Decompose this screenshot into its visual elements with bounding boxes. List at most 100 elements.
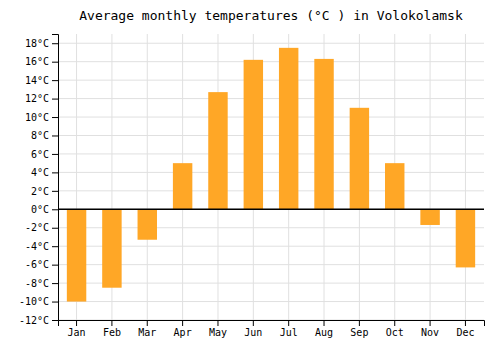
y-tick: 2°C bbox=[31, 186, 58, 197]
y-tick-mark bbox=[52, 117, 58, 118]
y-tick: 16°C bbox=[25, 56, 58, 67]
y-tick-mark bbox=[52, 172, 58, 173]
y-tick-label: -6°C bbox=[25, 259, 49, 270]
x-tick: May bbox=[209, 320, 227, 338]
y-tick-label: 8°C bbox=[31, 130, 49, 141]
y-tick: 8°C bbox=[31, 130, 58, 141]
x-tick-label: Feb bbox=[103, 327, 121, 338]
y-tick: -4°C bbox=[25, 241, 58, 252]
y-tick-label: 14°C bbox=[25, 75, 49, 86]
y-tick-label: 0°C bbox=[31, 204, 49, 215]
y-tick-mark bbox=[52, 80, 58, 81]
grid-line-y bbox=[58, 117, 484, 118]
y-tick-mark bbox=[52, 191, 58, 192]
x-tick-mark bbox=[324, 320, 325, 326]
x-tick-mark bbox=[430, 320, 431, 326]
grid-line-x bbox=[465, 34, 466, 320]
y-axis-line bbox=[52, 35, 59, 321]
x-tick: Jun bbox=[244, 320, 262, 338]
y-tick: 14°C bbox=[25, 75, 58, 86]
y-tick: 18°C bbox=[25, 38, 58, 49]
chart-title: Average monthly temperatures (°C ) in Vo… bbox=[79, 8, 463, 23]
y-tick-label: 2°C bbox=[31, 186, 49, 197]
grid-line-x bbox=[147, 34, 148, 320]
y-tick: -8°C bbox=[25, 278, 58, 289]
x-tick-label: Jul bbox=[280, 327, 298, 338]
y-tick: 6°C bbox=[31, 149, 58, 160]
grid bbox=[58, 34, 484, 320]
grid-line-y bbox=[58, 43, 484, 44]
grid-line-y bbox=[58, 153, 484, 154]
bar bbox=[279, 48, 298, 209]
x-tick-mark bbox=[288, 320, 289, 326]
bar bbox=[102, 209, 121, 287]
grid-line-y bbox=[58, 209, 484, 210]
x-tick: Mar bbox=[138, 320, 156, 338]
bar bbox=[138, 209, 157, 239]
y-tick-label: -10°C bbox=[19, 296, 49, 307]
x-tick: Jan bbox=[68, 320, 86, 338]
x-tick-mark bbox=[359, 320, 360, 326]
y-tick-label: 12°C bbox=[25, 93, 49, 104]
bar bbox=[173, 163, 192, 209]
x-tick-label: Oct bbox=[386, 327, 404, 338]
x-axis-line bbox=[59, 321, 485, 327]
grid-line-y bbox=[58, 98, 484, 99]
x-tick: Aug bbox=[315, 320, 333, 338]
grid-line-y bbox=[58, 301, 484, 302]
grid-line-y bbox=[58, 246, 484, 247]
x-tick-mark bbox=[182, 320, 183, 326]
y-tick: 0°C bbox=[31, 204, 58, 215]
y-tick: 4°C bbox=[31, 167, 58, 178]
x-tick-label: Jun bbox=[244, 327, 262, 338]
x-tick: Sep bbox=[350, 320, 368, 338]
y-tick-mark bbox=[52, 209, 58, 210]
x-tick-mark bbox=[394, 320, 395, 326]
bars bbox=[67, 48, 475, 302]
y-tick-mark bbox=[52, 135, 58, 136]
x-tick: Feb bbox=[103, 320, 121, 338]
y-tick-label: 18°C bbox=[25, 38, 49, 49]
y-tick-mark bbox=[52, 228, 58, 229]
x-tick-label: Apr bbox=[174, 327, 192, 338]
x-tick-label: Mar bbox=[138, 327, 156, 338]
x-axis: Jan Feb Mar Apr May Jun Jul Aug Sep Oct Nov Dec bbox=[59, 320, 485, 338]
bar bbox=[420, 209, 439, 225]
y-tick-label: 4°C bbox=[31, 167, 49, 178]
x-tick-label: Nov bbox=[421, 327, 439, 338]
grid-line-y bbox=[58, 264, 484, 265]
bar bbox=[208, 92, 227, 209]
chart-svg: JanFebMarAprMayJunJulAugSepOctNovDec-12°… bbox=[0, 0, 500, 350]
x-tick: Oct bbox=[386, 320, 404, 338]
x-tick-label: Jan bbox=[68, 327, 86, 338]
grid-line-y bbox=[58, 227, 484, 228]
x-tick-mark bbox=[253, 320, 254, 326]
y-tick: 12°C bbox=[25, 93, 58, 104]
y-tick: 10°C bbox=[25, 112, 58, 123]
y-tick-mark bbox=[52, 283, 58, 284]
x-tick-label: Sep bbox=[350, 327, 368, 338]
zero-line bbox=[58, 208, 484, 210]
grid-line-y bbox=[58, 283, 484, 284]
y-tick-label: -8°C bbox=[25, 278, 49, 289]
x-tick-mark bbox=[76, 320, 77, 326]
bar bbox=[67, 209, 86, 301]
x-tick: Nov bbox=[421, 320, 439, 338]
y-tick-mark bbox=[52, 154, 58, 155]
y-tick-label: 10°C bbox=[25, 112, 49, 123]
y-tick-mark bbox=[52, 43, 58, 44]
grid-line-y bbox=[58, 135, 484, 136]
x-tick-mark bbox=[111, 320, 112, 326]
y-tick: -10°C bbox=[19, 296, 58, 307]
bar bbox=[385, 163, 404, 209]
y-tick-label: -2°C bbox=[25, 222, 49, 233]
x-tick: Apr bbox=[174, 320, 192, 338]
x-tick-mark bbox=[465, 320, 466, 326]
y-tick-mark bbox=[52, 265, 58, 266]
y-tick: -2°C bbox=[25, 222, 58, 233]
plot-area: JanFebMarAprMayJunJulAugSepOctNovDec-12°… bbox=[19, 34, 485, 338]
bar bbox=[314, 59, 333, 209]
y-tick-mark bbox=[52, 62, 58, 63]
x-tick-label: Dec bbox=[456, 327, 474, 338]
bar bbox=[350, 108, 369, 209]
